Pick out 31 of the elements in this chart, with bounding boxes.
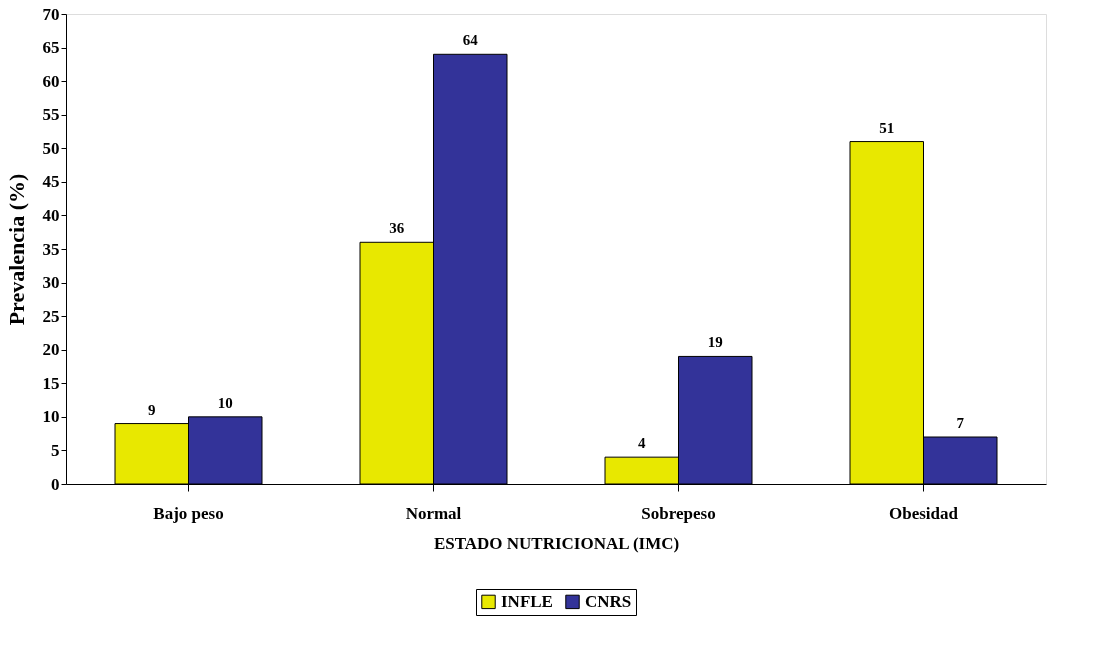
x-tick-label: Obesidad <box>889 503 959 523</box>
x-tick-label: Sobrepeso <box>641 503 716 523</box>
y-axis-title: Prevalencia (%) <box>3 173 29 326</box>
data-label: 36 <box>389 220 405 237</box>
y-tick-label: 55 <box>42 105 60 125</box>
data-label: 4 <box>638 435 646 452</box>
data-label: 10 <box>217 394 233 411</box>
legend-label: CNRS <box>585 591 632 611</box>
y-tick-label: 50 <box>42 138 60 158</box>
y-tick-label: 30 <box>42 273 60 293</box>
data-label: 7 <box>956 415 965 431</box>
y-tick-label: 45 <box>42 172 60 192</box>
y-tick-label: 10 <box>42 407 60 427</box>
data-label: 64 <box>462 32 479 49</box>
y-tick-label: 0 <box>51 474 60 494</box>
x-axis-title: ESTADO NUTRICIONAL (IMC) <box>433 533 680 553</box>
y-tick-label: 15 <box>42 373 60 393</box>
data-label: 9 <box>148 401 156 418</box>
y-tick-label: 65 <box>42 38 60 58</box>
x-tick-label: Bajo peso <box>153 503 224 523</box>
data-label: 19 <box>707 334 723 351</box>
y-tick-label: 60 <box>42 71 60 91</box>
y-tick-label: 40 <box>42 205 60 225</box>
y-tick-label: 20 <box>42 340 60 360</box>
x-tick-label: Normal <box>405 503 462 523</box>
legend-label: INFLE <box>501 591 553 611</box>
y-tick-label: 25 <box>42 306 60 326</box>
y-tick-label: 70 <box>42 4 60 24</box>
y-tick-label: 35 <box>42 239 60 259</box>
data-label: 51 <box>879 119 895 136</box>
y-tick-label: 5 <box>51 440 60 460</box>
